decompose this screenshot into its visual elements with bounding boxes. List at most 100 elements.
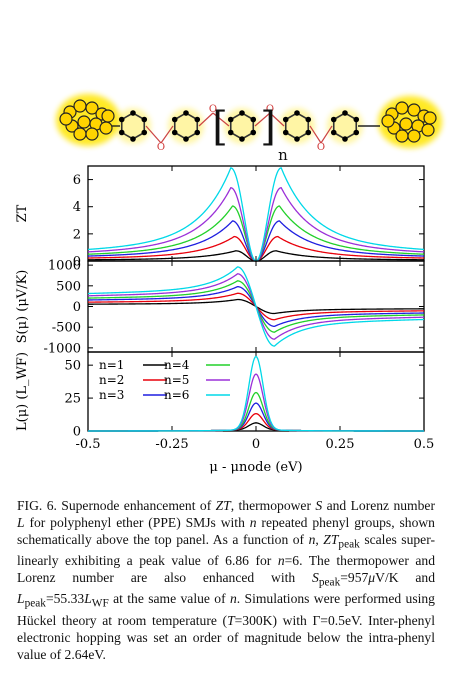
ring-glow — [224, 108, 260, 144]
oxygen-label: O — [266, 104, 274, 115]
atom — [294, 136, 300, 142]
ring-glow — [168, 108, 204, 144]
bond — [212, 112, 230, 127]
bond — [160, 125, 174, 144]
bond — [320, 125, 333, 144]
panel-frame — [87, 165, 425, 262]
panel-L: 0 25 50 L(μ) (L_WF) -0.5 -0.25 0 0.25 0.5 μ - μno… — [15, 351, 434, 475]
legend-label: n=5 — [164, 373, 189, 387]
y-tick-label: 6 — [73, 173, 81, 188]
gold-atom — [99, 121, 113, 135]
bond — [309, 125, 322, 144]
atom — [130, 110, 136, 116]
figure-caption: FIG. 6. Supernode enhancement of ZT, the… — [17, 498, 435, 663]
atom — [194, 116, 201, 123]
y-axis-label: S(μ) (μV/K) — [15, 270, 30, 344]
gold-atom — [73, 99, 87, 113]
bond — [145, 125, 162, 144]
molecule-schematic: OO OO[]n — [56, 94, 442, 164]
gold-atom — [423, 111, 437, 125]
atom — [282, 116, 289, 123]
atom — [183, 136, 189, 142]
atom — [330, 116, 337, 123]
series-line-n=3 — [87, 220, 425, 262]
ring-glow — [327, 108, 363, 144]
oxygen-label: O — [209, 104, 217, 115]
bond — [269, 112, 285, 127]
legend-label: n=2 — [99, 373, 124, 387]
atom — [353, 116, 360, 123]
series-line-n=5 — [87, 186, 425, 262]
repeat-bracket-right: ] — [260, 104, 276, 150]
repeat-bracket-left: [ — [212, 104, 228, 150]
bond — [254, 112, 271, 127]
legend: n=1n=2n=3 n=4n=5n=6 — [99, 358, 230, 402]
atom — [305, 116, 312, 123]
gold-atom — [85, 101, 99, 115]
y-tick-label: 1000 — [48, 259, 81, 274]
atom — [239, 110, 245, 116]
x-tick-label: 0.25 — [326, 437, 355, 452]
x-axis-label: μ - μnode (eV) — [209, 460, 302, 475]
gold-atom — [407, 129, 421, 143]
atom — [282, 129, 289, 136]
y-tick-label: -1000 — [44, 341, 81, 356]
atom — [141, 129, 148, 136]
gold-atom — [77, 115, 91, 129]
caption-text: Supernode enhancement of ZT, thermopower… — [17, 498, 436, 662]
series-line-n=6 — [88, 355, 424, 432]
caption-label: FIG. 6. — [17, 498, 57, 513]
gold-atom — [101, 109, 115, 123]
atom — [294, 110, 300, 116]
x-tick-label: -0.5 — [75, 437, 100, 452]
atom — [227, 116, 234, 123]
legend-label: n=6 — [164, 388, 189, 402]
atom — [330, 129, 337, 136]
series-line-n=4 — [88, 391, 424, 432]
y-tick-label: 500 — [56, 279, 81, 294]
atom — [250, 116, 257, 123]
gold-atom — [395, 129, 409, 143]
atom — [118, 116, 125, 123]
atom — [183, 110, 189, 116]
oxygen-label: O — [317, 142, 325, 153]
atom — [194, 129, 201, 136]
atom — [239, 136, 245, 142]
atom — [141, 116, 148, 123]
y-tick-label: 4 — [73, 200, 81, 215]
y-tick-label: 0 — [73, 300, 81, 315]
y-tick-label: 0 — [73, 425, 81, 440]
y-tick-label: 0 — [73, 255, 81, 270]
gold-atom — [395, 101, 409, 115]
y-tick-label: 2 — [73, 227, 81, 242]
legend-label: n=1 — [99, 358, 124, 372]
atom — [171, 129, 178, 136]
series-line-n=4 — [87, 205, 425, 262]
series-line-n=6 — [87, 266, 425, 347]
plot-panels: 0 2 4 6 ZT 1000 500 0 -500 -1000 S(μ) (μV/K) 0 25 50 L… — [15, 165, 434, 475]
y-tick-label: -500 — [52, 321, 81, 336]
ring-glow — [279, 108, 315, 144]
panel-frame — [87, 351, 425, 432]
gold-atom — [421, 123, 435, 137]
gold-atom — [399, 117, 413, 131]
atom — [227, 129, 234, 136]
gold-atom — [407, 103, 421, 117]
atom — [305, 129, 312, 136]
panel-ZT: 0 2 4 6 ZT — [15, 165, 425, 270]
gold-atom — [59, 112, 73, 126]
y-axis-label: L(μ) (L_WF) — [15, 352, 30, 431]
ring-glow — [115, 108, 151, 144]
panel-S: 1000 500 0 -500 -1000 S(μ) (μV/K) — [15, 259, 425, 356]
atom — [118, 129, 125, 136]
y-tick-label: 25 — [64, 392, 81, 407]
legend-label: n=3 — [99, 388, 124, 402]
atom — [342, 136, 348, 142]
atom — [353, 129, 360, 136]
bond — [198, 112, 214, 127]
atom — [171, 116, 178, 123]
y-axis-label: ZT — [15, 204, 30, 222]
x-tick-label: -0.25 — [155, 437, 188, 452]
atom — [250, 129, 257, 136]
